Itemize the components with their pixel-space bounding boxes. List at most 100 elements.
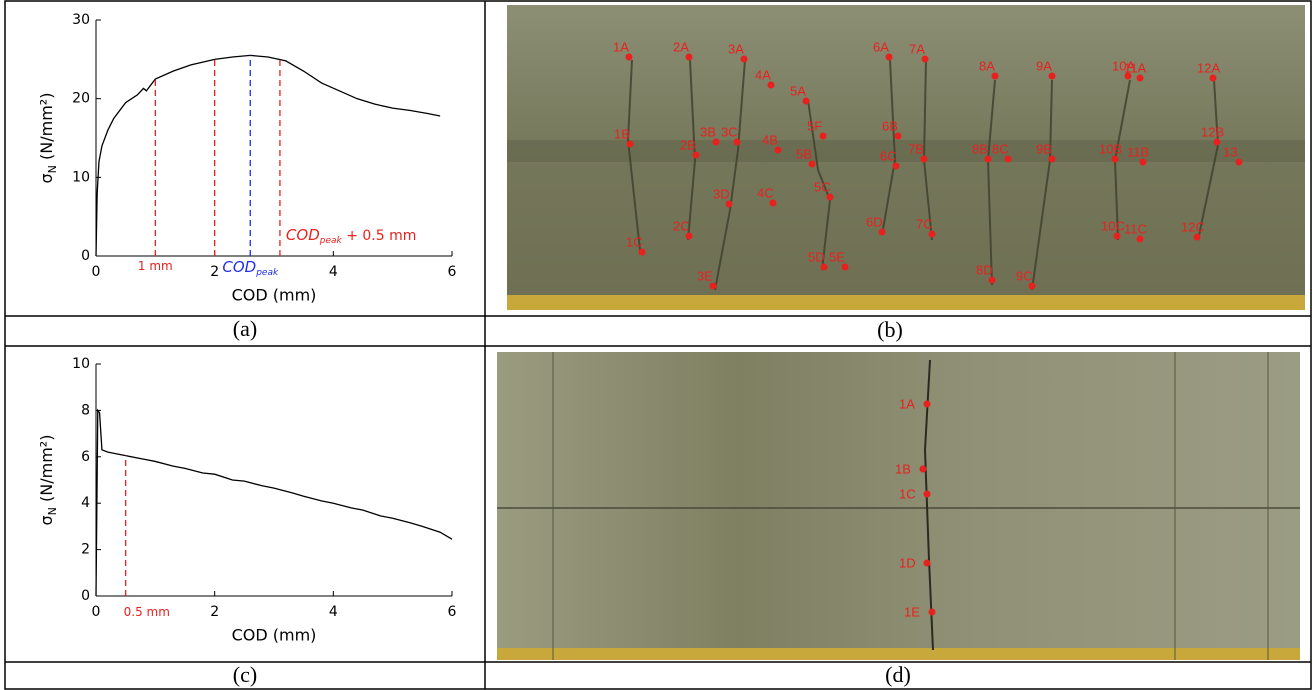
crack-point (769, 199, 777, 207)
crack-point-label: 2A (673, 39, 689, 54)
crack-point-label: 9C (1016, 268, 1033, 283)
crack-point-label: 2B (680, 137, 696, 152)
y-tick-label: 4 (81, 495, 90, 511)
crack-point-label: 9B (1036, 141, 1052, 156)
crack-point-label: 3E (697, 268, 713, 283)
crack-point-label: 1A (613, 39, 629, 54)
crack-point-label: 1E (904, 604, 920, 619)
crack-point (923, 400, 931, 408)
crack-point (767, 81, 775, 89)
crack-point-label: 5C (814, 179, 831, 194)
crack-point (988, 276, 996, 284)
y-axis-label: σN (N/mm²) (37, 93, 59, 184)
y-tick-label: 0 (81, 248, 90, 264)
crack-point (1124, 72, 1132, 80)
crack-point-label: 11B (1127, 144, 1149, 159)
crack-point (1136, 235, 1144, 243)
crack-point-label: 12A (1197, 60, 1220, 75)
crack-point-label: 8C (992, 141, 1009, 156)
crack-point (892, 162, 900, 170)
marker-label: 0.5 mm (124, 605, 170, 619)
crack-point (709, 282, 717, 290)
crack-point (928, 230, 936, 238)
crack-point-label: 13 (1223, 144, 1237, 159)
y-tick-label: 30 (72, 12, 90, 28)
crack-point-label: 5B (796, 146, 812, 161)
crack-point (928, 608, 936, 616)
y-axis-label: σN (N/mm²) (37, 435, 59, 526)
marker-label-main: 0.5 mm (124, 605, 170, 619)
photo-b (507, 5, 1305, 310)
crack-point (819, 132, 827, 140)
crack-point (808, 160, 816, 168)
x-axis-label: COD (mm) (232, 286, 317, 305)
y-label-unit: (N/mm²) (37, 93, 56, 166)
crack-point (991, 72, 999, 80)
y-tick-label: 10 (72, 356, 90, 372)
crack-point (626, 140, 634, 148)
crack-point-label: 1C (626, 234, 643, 249)
crack-point (984, 155, 992, 163)
crack-point-label: 5D (808, 249, 825, 264)
crack-point-label: 2C (673, 218, 690, 233)
crack-point (820, 263, 828, 271)
crack-point (802, 97, 810, 105)
frame (4, 0, 1312, 690)
crack-point (712, 138, 720, 146)
crack-point-label: 1B (614, 126, 630, 141)
crack-point-label: 10C (1101, 218, 1125, 233)
crack-point-label: 4C (757, 185, 774, 200)
crack-point-label: 1C (899, 486, 916, 501)
crack-point (921, 55, 929, 63)
crack-point (725, 200, 733, 208)
marker-label: 1 mm (138, 259, 173, 273)
crack-point (878, 228, 886, 236)
marker-label: CODpeak (222, 258, 279, 278)
marker-label-sub: peak (255, 268, 279, 278)
crack-point (685, 53, 693, 61)
x-tick-label: 2 (210, 264, 219, 280)
crack-point-label: 6D (866, 214, 883, 229)
marker-label-main: COD (286, 226, 320, 244)
crack-point (919, 465, 927, 473)
crack-point (923, 490, 931, 498)
crack-point-label: 7C (916, 216, 933, 231)
x-tick-label: 0 (92, 604, 101, 620)
crack-point-label: 6C (880, 148, 897, 163)
x-axis-label: COD (mm) (232, 626, 317, 645)
marker-label-main: COD (222, 258, 256, 276)
crack-point (1028, 282, 1036, 290)
caption: (a) (233, 316, 257, 341)
crack-point-label: 5E (829, 249, 845, 264)
crack-point (1136, 74, 1144, 82)
crack-point (841, 263, 849, 271)
crack-point (733, 138, 741, 146)
crack-point (1111, 155, 1119, 163)
crack-point-label: 9A (1036, 58, 1052, 73)
crack-point-label: 10A (1112, 58, 1135, 73)
crack-point (685, 232, 693, 240)
crack-point-label: 6B (882, 118, 898, 133)
caption: (b) (877, 317, 903, 342)
crack-point-label: 11A (1124, 60, 1146, 75)
crack-point (923, 559, 931, 567)
crack-point (692, 151, 700, 159)
crack-point-label: 5F (807, 118, 822, 133)
crack-point-label: 3B (700, 124, 716, 139)
crack-point-label: 3D (713, 186, 730, 201)
y-tick-label: 8 (81, 402, 90, 418)
crack-point (1213, 138, 1221, 146)
crack-point (1209, 74, 1217, 82)
x-tick-label: 6 (448, 604, 457, 620)
crack-point (1113, 232, 1121, 240)
y-label-symbol: σ (37, 173, 56, 183)
marker-label: CODpeak + 0.5 mm (286, 226, 416, 246)
crack-point (638, 248, 646, 256)
y-tick-label: 10 (72, 169, 90, 185)
y-label-symbol: σ (37, 515, 56, 525)
crack-point (826, 193, 834, 201)
x-tick-label: 4 (329, 604, 338, 620)
crack-point (774, 146, 782, 154)
crack-point-label: 8D (976, 262, 993, 277)
crack-point-label: 6A (873, 39, 889, 54)
